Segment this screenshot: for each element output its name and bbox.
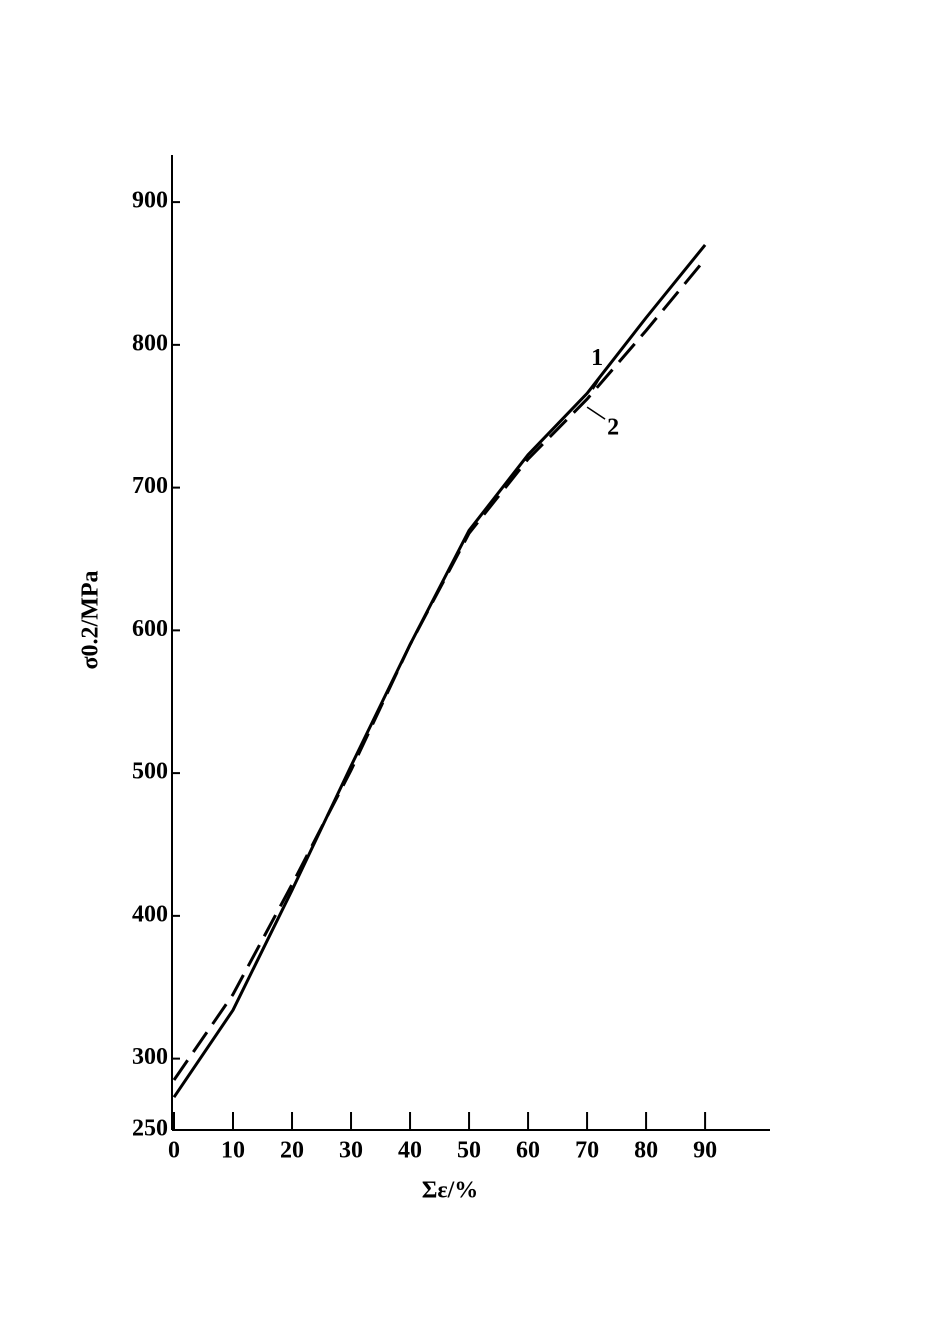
y-tick-label: 250 bbox=[132, 1116, 168, 1142]
x-tick-label: 50 bbox=[457, 1138, 481, 1164]
y-tick-label: 700 bbox=[132, 473, 168, 499]
x-tick-label: 80 bbox=[634, 1138, 658, 1164]
x-tick-label: 90 bbox=[693, 1138, 717, 1164]
y-tick-label: 900 bbox=[132, 188, 168, 214]
series-line bbox=[172, 258, 707, 1081]
y-tick-label: 800 bbox=[132, 330, 168, 356]
x-tick-label: 10 bbox=[221, 1138, 245, 1164]
y-tick-label: 600 bbox=[132, 616, 168, 642]
y-tick-label: 400 bbox=[132, 901, 168, 927]
x-tick-label: 60 bbox=[516, 1138, 540, 1164]
x-axis-label: Σε/% bbox=[422, 1178, 479, 1204]
series-pointer bbox=[586, 406, 606, 420]
series-label: 2 bbox=[607, 415, 619, 441]
x-tick-label: 20 bbox=[280, 1138, 304, 1164]
x-tick-label: 40 bbox=[398, 1138, 422, 1164]
y-tick-label: 300 bbox=[132, 1044, 168, 1070]
y-axis-label: σ0.2/MPa bbox=[78, 570, 104, 669]
series-label: 1 bbox=[591, 345, 603, 371]
series-pointer bbox=[592, 369, 606, 390]
x-tick-label: 30 bbox=[339, 1138, 363, 1164]
x-tick-label: 0 bbox=[168, 1138, 180, 1164]
x-tick-label: 70 bbox=[575, 1138, 599, 1164]
series-line bbox=[172, 243, 707, 1099]
y-tick-label: 500 bbox=[132, 759, 168, 785]
